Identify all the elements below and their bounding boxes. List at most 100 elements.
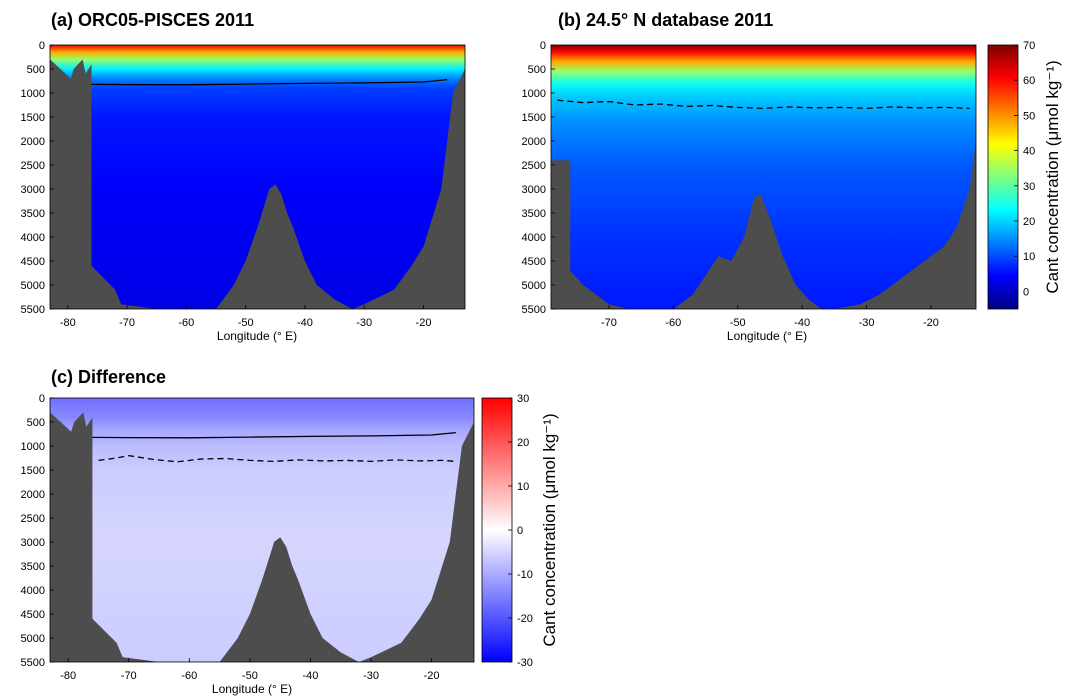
colorbar-tick-label: -10: [517, 569, 533, 581]
y-tick-label: 4000: [21, 232, 45, 244]
y-tick-label: 1000: [522, 88, 546, 100]
x-tick-label: -40: [794, 317, 810, 329]
colorbar-tick-label: 10: [517, 481, 529, 493]
colorbar-tick-label: 30: [517, 393, 529, 405]
x-tick-label: -20: [416, 317, 432, 329]
y-tick-label: 3500: [522, 208, 546, 220]
y-tick-label: 4500: [522, 256, 546, 268]
x-tick-label: -70: [601, 317, 617, 329]
y-tick-label: 1500: [21, 465, 45, 477]
x-tick-label: -50: [242, 670, 258, 682]
contour-solid: [91, 78, 448, 86]
colorbar-2-ticks: -30 -20 -10 0 10 20 30: [508, 393, 533, 669]
contour-dashed: [557, 99, 970, 110]
y-tick-label: 2500: [21, 160, 45, 172]
colorbar-tick-label: 70: [1023, 40, 1035, 52]
y-tick-label: 1500: [522, 112, 546, 124]
y-tick-label: 5500: [21, 304, 45, 316]
panel-a-y-ticks: 0 500 1000 1500 2000 2500 3000 3500 4000 4500 5000…: [21, 40, 54, 316]
y-tick-label: 5000: [21, 280, 45, 292]
colorbar-2-bar: [481, 397, 513, 663]
y-tick-label: 5000: [21, 633, 45, 645]
panel-c-title: (c) Difference: [51, 367, 166, 387]
colorbar-difference: -30 -20 -10 0 10 20 30 Cant concentration (μmo…: [481, 393, 559, 669]
x-tick-label: -70: [119, 317, 135, 329]
x-tick-label: -20: [424, 670, 440, 682]
y-tick-label: 0: [540, 40, 546, 52]
x-tick-label: -20: [923, 317, 939, 329]
panel-a-title: (a) ORC05-PISCES 2011: [51, 10, 254, 30]
bathymetry-land: [50, 412, 474, 662]
colorbar-1-label: Cant concentration (μmol kg⁻¹): [1043, 60, 1062, 293]
colorbar-tick-label: 30: [1023, 181, 1035, 193]
panel-c: (c) Difference 0 500 1000 1500 2000 2500 3000 3…: [21, 367, 475, 696]
colorbar-tick-label: 50: [1023, 110, 1035, 122]
panel-c-frame: [49, 397, 475, 663]
y-tick-label: 5000: [522, 280, 546, 292]
y-tick-label: 2000: [522, 136, 546, 148]
x-tick-label: -60: [665, 317, 681, 329]
y-tick-label: 3500: [21, 561, 45, 573]
x-tick-label: -70: [121, 670, 137, 682]
colorbar-tick-label: 40: [1023, 146, 1035, 158]
x-tick-label: -40: [297, 317, 313, 329]
x-tick-label: -30: [356, 317, 372, 329]
bathymetry-land: [551, 45, 976, 309]
panel-c-xlabel: Longitude (° E): [212, 682, 292, 696]
y-tick-label: 1000: [21, 88, 45, 100]
y-tick-label: 0: [39, 393, 45, 405]
y-tick-label: 1000: [21, 441, 45, 453]
panel-a-frame: [49, 44, 466, 310]
panel-b-y-ticks: 0 500 1000 1500 2000 2500 3000 3500 4000 4500 5000…: [522, 40, 555, 316]
x-tick-label: -60: [178, 317, 194, 329]
y-tick-label: 2000: [21, 489, 45, 501]
colorbar-concentration: 0 10 20 30 40 50 60 70 Cant concentration (μmol…: [987, 40, 1062, 310]
x-tick-label: -80: [60, 317, 76, 329]
panel-c-x-ticks: -80 -70 -60 -50 -40 -30 -20: [60, 658, 440, 682]
panel-a-marks: [50, 59, 465, 310]
x-tick-label: -50: [730, 317, 746, 329]
y-tick-label: 2000: [21, 136, 45, 148]
colorbar-tick-label: 20: [517, 437, 529, 449]
bathymetry-land: [50, 59, 465, 310]
panel-c-y-ticks: 0 500 1000 1500 2000 2500 3000 3500 4000 4500 5000…: [21, 393, 54, 669]
y-tick-label: 5500: [21, 657, 45, 669]
y-tick-label: 2500: [21, 513, 45, 525]
panel-c-marks: [50, 412, 474, 662]
colorbar-tick-label: -30: [517, 657, 533, 669]
colorbar-2-label: Cant concentration (μmol kg⁻¹): [540, 413, 559, 646]
colorbar-tick-label: 60: [1023, 75, 1035, 87]
y-tick-label: 500: [27, 64, 45, 76]
colorbar-tick-label: -20: [517, 613, 533, 625]
y-tick-label: 5500: [522, 304, 546, 316]
y-tick-label: 4000: [21, 585, 45, 597]
panel-a-xlabel: Longitude (° E): [217, 329, 297, 343]
y-tick-label: 500: [27, 417, 45, 429]
panel-b: (b) 24.5° N database 2011 0 500 1000 1500 20…: [522, 10, 977, 343]
x-tick-label: -50: [238, 317, 254, 329]
y-tick-label: 1500: [21, 112, 45, 124]
panel-a-x-ticks: -80 -70 -60 -50 -40 -30 -20: [60, 305, 432, 329]
x-tick-label: -30: [859, 317, 875, 329]
colorbar-tick-label: 0: [1023, 286, 1029, 298]
colorbar-tick-label: 0: [517, 525, 523, 537]
colorbar-1-ticks: 0 10 20 30 40 50 60 70: [1014, 40, 1035, 298]
colorbar-1-bar: [987, 44, 1019, 310]
panel-b-x-ticks: -70 -60 -50 -40 -30 -20: [601, 305, 939, 329]
y-tick-label: 4500: [21, 256, 45, 268]
contour-solid: [92, 431, 456, 439]
panel-b-title: (b) 24.5° N database 2011: [558, 10, 773, 30]
x-tick-label: -60: [181, 670, 197, 682]
y-tick-label: 2500: [522, 160, 546, 172]
panel-b-marks: [551, 45, 976, 309]
colorbar-tick-label: 10: [1023, 251, 1035, 263]
y-tick-label: 4000: [522, 232, 546, 244]
panel-a: (a) ORC05-PISCES 2011 0 500 1000 1500 2000 25…: [21, 10, 466, 343]
y-tick-label: 3000: [21, 537, 45, 549]
y-tick-label: 0: [39, 40, 45, 52]
y-tick-label: 3000: [21, 184, 45, 196]
x-tick-label: -30: [363, 670, 379, 682]
colorbar-tick-label: 20: [1023, 216, 1035, 228]
y-tick-label: 500: [528, 64, 546, 76]
